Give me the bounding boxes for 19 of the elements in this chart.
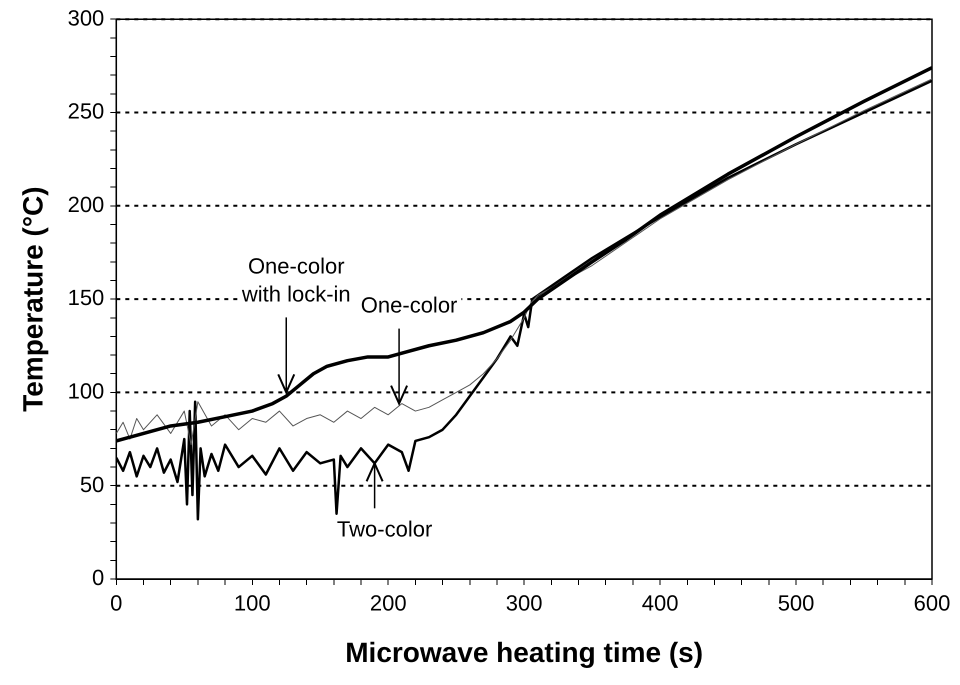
y-tick-label: 200 <box>68 192 104 217</box>
x-tick-label: 400 <box>642 590 678 616</box>
y-axis-title: Temperature (°C) <box>18 186 49 412</box>
y-tick-label: 250 <box>68 98 104 124</box>
x-tick-label: 600 <box>914 590 950 616</box>
y-tick-label: 300 <box>68 5 104 30</box>
x-tick-label: 300 <box>506 590 543 616</box>
x-tick-label: 0 <box>110 590 122 616</box>
x-tick-label: 100 <box>234 590 271 616</box>
x-tick-label: 500 <box>778 590 814 616</box>
y-tick-label: 150 <box>68 285 104 310</box>
y-tick-label: 100 <box>68 378 104 404</box>
x-axis-title: Microwave heating time (s) <box>345 636 704 668</box>
y-tick-label: 50 <box>80 472 104 497</box>
annotation: One-color <box>360 292 458 318</box>
x-tick-label: 200 <box>370 590 407 616</box>
annotation: Two-color <box>336 516 432 542</box>
annotation: One-color with lock-in <box>240 253 351 306</box>
y-tick-label: 0 <box>92 565 104 590</box>
